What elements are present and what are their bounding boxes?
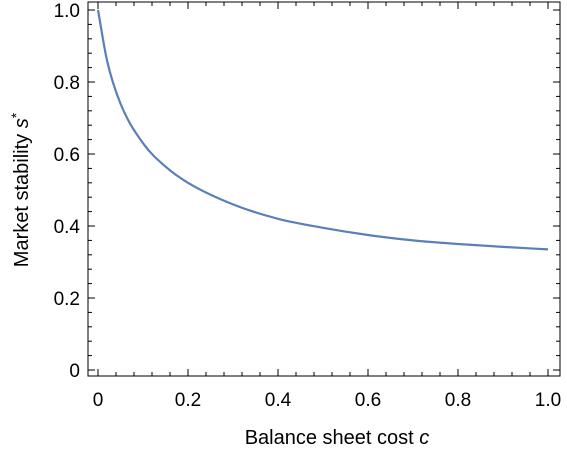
y-axis-ticks <box>88 9 560 371</box>
y-tick-label: 0.4 <box>54 217 81 238</box>
x-tick-label: 0.6 <box>355 390 381 411</box>
x-axis-ticks <box>97 2 549 376</box>
y-tick-label: 0.8 <box>54 73 80 94</box>
x-tick-label: 0 <box>93 390 104 411</box>
x-tick-label: 0.8 <box>445 390 471 411</box>
y-axis-tick-labels: 0 0.2 0.4 0.6 0.8 1.0 <box>54 1 81 382</box>
y-tick-label: 0.6 <box>54 145 80 166</box>
y-tick-label: 0.2 <box>54 289 80 310</box>
y-tick-label: 1.0 <box>54 1 80 22</box>
x-axis-label: Balance sheet cost c <box>245 427 430 449</box>
y-tick-label: 0 <box>69 361 80 382</box>
series-line <box>96 9 549 251</box>
x-axis-tick-labels: 0 0.2 0.4 0.6 0.8 1.0 <box>93 390 562 411</box>
plot-frame <box>87 1 561 377</box>
x-tick-label: 0.4 <box>265 390 292 411</box>
x-tick-label: 0.2 <box>175 390 201 411</box>
x-tick-label: 1.0 <box>535 390 561 411</box>
y-axis-label: Market stability s* <box>8 112 33 267</box>
